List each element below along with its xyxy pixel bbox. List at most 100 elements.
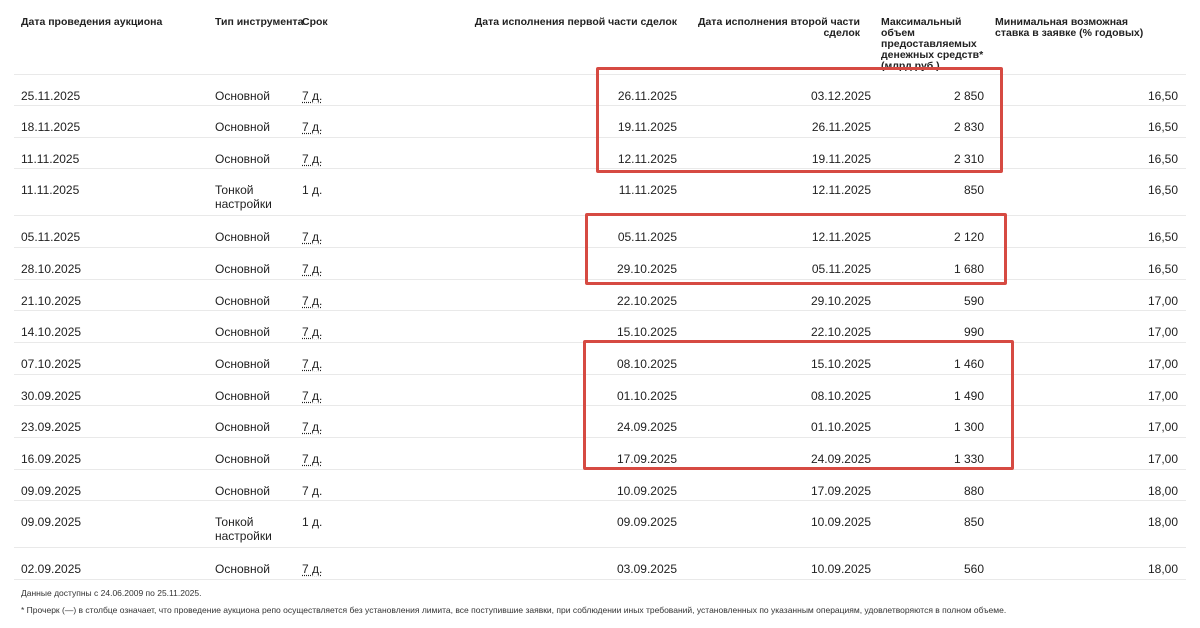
cell-min-rate: 17,00 [1147, 294, 1178, 308]
cell-first-leg-date: 10.09.2025 [616, 484, 677, 498]
cell-min-rate: 18,00 [1147, 515, 1178, 529]
cell-min-rate: 17,00 [1147, 389, 1178, 403]
cell-term: 7 д. [302, 484, 323, 498]
table-row: 09.09.2025 Тонкой настройки 1 д. 09.09.2025… [14, 500, 1186, 548]
cell-instrument-type: Основной [215, 230, 271, 244]
cell-auction-date: 14.10.2025 [21, 325, 82, 339]
cell-max-volume: 850 [963, 515, 984, 529]
cell-second-leg-date: 12.11.2025 [811, 230, 871, 244]
dash-footnote: * Прочерк (—) в столбце означает, что пр… [21, 605, 1007, 615]
cell-second-leg-date: 10.09.2025 [810, 515, 871, 529]
cell-auction-date: 11.11.2025 [21, 152, 80, 166]
cell-second-leg-date: 12.11.2025 [811, 183, 871, 197]
cell-instrument-type: Основной [215, 294, 271, 308]
cell-min-rate: 18,00 [1147, 484, 1178, 498]
table-row: 30.09.2025 Основной 7 д. 01.10.2025 08.10.20… [14, 374, 1186, 406]
cell-auction-date: 07.10.2025 [21, 357, 82, 371]
cell-max-volume: 590 [963, 294, 984, 308]
cell-min-rate: 16,50 [1147, 89, 1178, 103]
cell-auction-date: 21.10.2025 [21, 294, 82, 308]
cell-term[interactable]: 7 д. [302, 325, 323, 339]
cell-auction-date: 23.09.2025 [21, 420, 82, 434]
cell-instrument-type: Основной [215, 484, 271, 498]
cell-max-volume: 850 [963, 183, 984, 197]
table-row: 25.11.2025 Основной 7 д. 26.11.2025 03.12.20… [14, 74, 1186, 106]
cell-min-rate: 17,00 [1147, 357, 1178, 371]
header-term: Срок [302, 16, 328, 28]
cell-max-volume: 990 [963, 325, 984, 339]
cell-max-volume: 2 850 [953, 89, 984, 103]
cell-term[interactable]: 7 д. [302, 152, 323, 166]
table-row: 02.09.2025 Основной 7 д. 03.09.2025 10.09.20… [14, 547, 1186, 580]
cell-first-leg-date: 08.10.2025 [616, 357, 677, 371]
cell-max-volume: 1 460 [953, 357, 984, 371]
cell-first-leg-date: 26.11.2025 [617, 89, 677, 103]
cell-first-leg-date: 29.10.2025 [616, 262, 677, 276]
table-row: 11.11.2025 Основной 7 д. 12.11.2025 19.11.20… [14, 137, 1186, 169]
header-first-leg-date: Дата исполнения первой части сделок [474, 16, 677, 28]
cell-first-leg-date: 22.10.2025 [616, 294, 677, 308]
data-availability-note: Данные доступны с 24.06.2009 по 25.11.20… [21, 588, 202, 598]
cell-instrument-type: Основной [215, 420, 271, 434]
cell-instrument-type: Основной [215, 562, 271, 576]
cell-max-volume: 880 [963, 484, 984, 498]
cell-auction-date: 09.09.2025 [21, 484, 82, 498]
cell-instrument-type: Основной [215, 325, 271, 339]
header-instrument-type: Тип инструмента [215, 16, 304, 28]
cell-term[interactable]: 7 д. [302, 262, 323, 276]
cell-instrument-type: Основной [215, 389, 271, 403]
cell-instrument-type: Тонкой настройки [215, 183, 272, 211]
cell-term[interactable]: 7 д. [302, 389, 323, 403]
cell-first-leg-date: 15.10.2025 [616, 325, 677, 339]
cell-second-leg-date: 08.10.2025 [810, 389, 871, 403]
cell-instrument-type: Тонкой настройки [215, 515, 272, 543]
cell-max-volume: 2 120 [953, 230, 984, 244]
cell-max-volume: 2 830 [953, 120, 984, 134]
cell-first-leg-date: 01.10.2025 [616, 389, 677, 403]
cell-term[interactable]: 7 д. [302, 120, 323, 134]
cell-instrument-type: Основной [215, 357, 271, 371]
cell-term[interactable]: 7 д. [302, 420, 323, 434]
cell-instrument-type: Основной [215, 262, 271, 276]
cell-min-rate: 16,50 [1147, 152, 1178, 166]
header-second-leg-date: Дата исполнения второй части сделок [697, 16, 860, 39]
cell-first-leg-date: 05.11.2025 [617, 230, 677, 244]
cell-min-rate: 16,50 [1147, 183, 1178, 197]
cell-auction-date: 02.09.2025 [21, 562, 82, 576]
cell-term: 1 д. [302, 515, 323, 529]
cell-term[interactable]: 7 д. [302, 89, 323, 103]
cell-instrument-type: Основной [215, 452, 271, 466]
cell-instrument-type: Основной [215, 120, 271, 134]
cell-first-leg-date: 09.09.2025 [616, 515, 677, 529]
cell-second-leg-date: 17.09.2025 [810, 484, 871, 498]
cell-first-leg-date: 19.11.2025 [617, 120, 677, 134]
table-row: 16.09.2025 Основной 7 д. 17.09.2025 24.09.20… [14, 437, 1186, 470]
cell-auction-date: 18.11.2025 [21, 120, 81, 134]
cell-auction-date: 28.10.2025 [21, 262, 82, 276]
header-max-volume: Максимальный объем предоставляемых денеж… [881, 16, 984, 72]
cell-term[interactable]: 7 д. [302, 230, 323, 244]
cell-max-volume: 560 [963, 562, 984, 576]
cell-term[interactable]: 7 д. [302, 452, 323, 466]
cell-term[interactable]: 7 д. [302, 562, 323, 576]
cell-min-rate: 16,50 [1147, 120, 1178, 134]
cell-term[interactable]: 7 д. [302, 294, 323, 308]
cell-max-volume: 2 310 [953, 152, 984, 166]
cell-first-leg-date: 12.11.2025 [617, 152, 677, 166]
table-row: 11.11.2025 Тонкой настройки 1 д. 11.11.2025… [14, 168, 1186, 216]
cell-instrument-type: Основной [215, 152, 271, 166]
header-min-rate: Минимальная возможная ставка в заявке (%… [995, 16, 1144, 39]
cell-auction-date: 16.09.2025 [21, 452, 82, 466]
table-row: 28.10.2025 Основной 7 д. 29.10.2025 05.11.20… [14, 247, 1186, 280]
cell-term: 1 д. [302, 183, 323, 197]
cell-second-leg-date: 01.10.2025 [810, 420, 871, 434]
cell-min-rate: 17,00 [1147, 420, 1178, 434]
cell-max-volume: 1 300 [953, 420, 984, 434]
cell-term[interactable]: 7 д. [302, 357, 323, 371]
table-row: 21.10.2025 Основной 7 д. 22.10.2025 29.10.20… [14, 279, 1186, 311]
cell-min-rate: 17,00 [1147, 452, 1178, 466]
table-row: 07.10.2025 Основной 7 д. 08.10.2025 15.10.20… [14, 342, 1186, 375]
cell-first-leg-date: 03.09.2025 [616, 562, 677, 576]
cell-min-rate: 16,50 [1147, 262, 1178, 276]
cell-first-leg-date: 24.09.2025 [616, 420, 677, 434]
